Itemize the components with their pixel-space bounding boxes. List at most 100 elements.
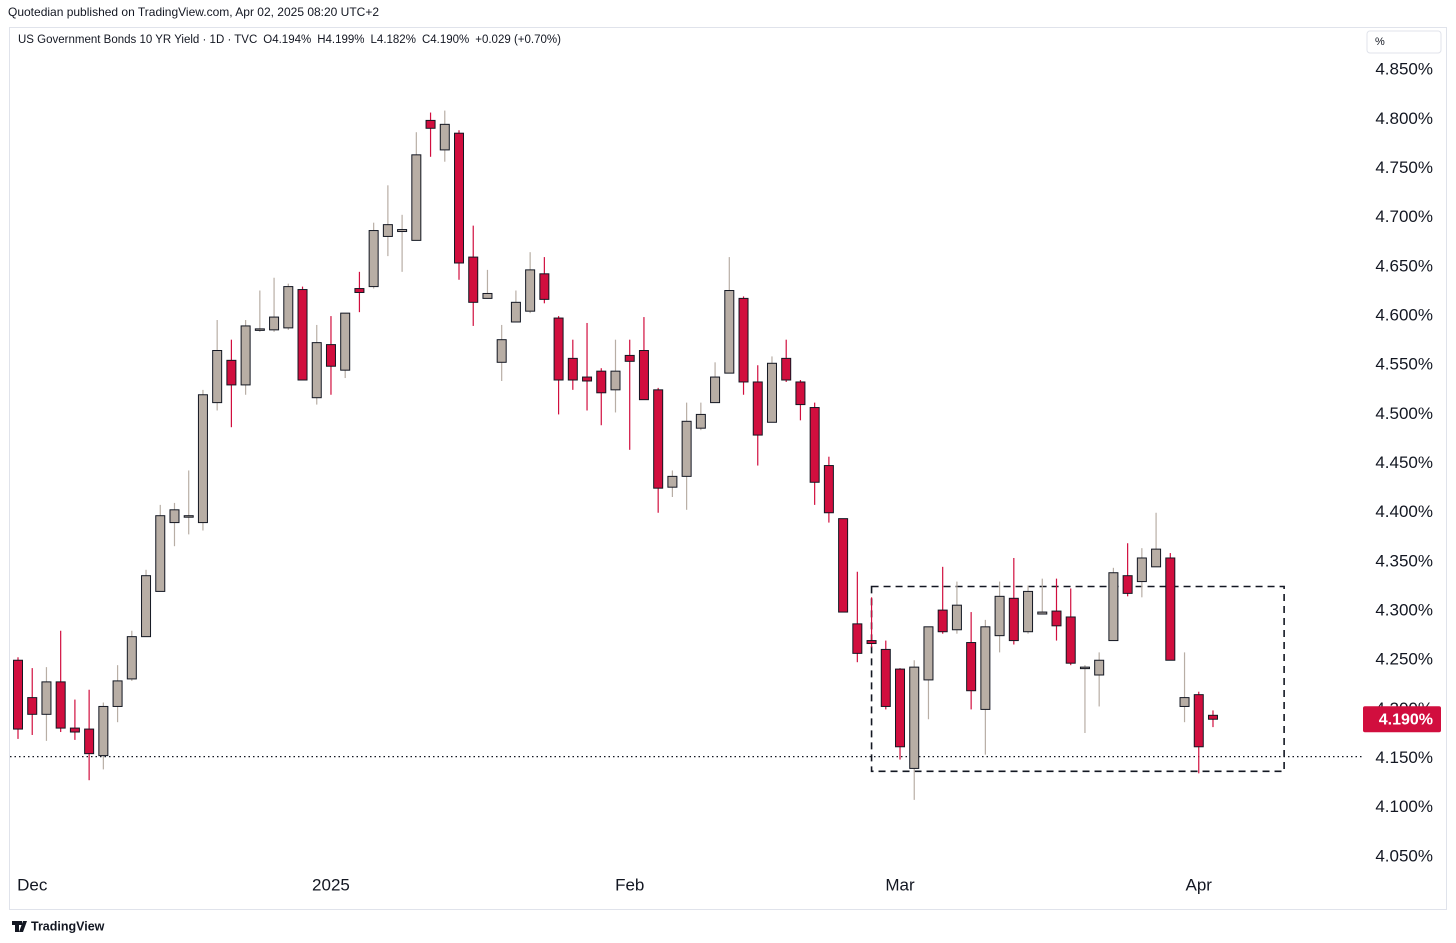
y-tick-label: 4.150% bbox=[1375, 748, 1433, 767]
candle-body bbox=[838, 518, 849, 613]
candle bbox=[1136, 548, 1147, 598]
candle bbox=[525, 252, 536, 314]
y-tick-label: 4.500% bbox=[1375, 404, 1433, 423]
candle-body bbox=[880, 648, 891, 707]
x-tick-label: Feb bbox=[615, 875, 644, 894]
candle-body bbox=[695, 413, 706, 429]
candle-body bbox=[340, 312, 351, 371]
candle bbox=[809, 402, 820, 505]
legend-value: H4.199% bbox=[317, 34, 364, 46]
y-tick-label: 4.250% bbox=[1375, 650, 1433, 669]
candle bbox=[1165, 553, 1176, 661]
y-tick-label: 4.550% bbox=[1375, 355, 1433, 374]
candle bbox=[27, 668, 38, 735]
candle-body bbox=[1023, 590, 1034, 633]
candle bbox=[382, 185, 393, 257]
candle-body bbox=[582, 376, 593, 382]
x-tick-label: 2025 bbox=[312, 875, 350, 894]
candle bbox=[1051, 578, 1062, 641]
candle-body bbox=[1094, 659, 1105, 676]
y-tick-label: 4.050% bbox=[1375, 846, 1433, 865]
candle-body bbox=[553, 317, 564, 381]
candle bbox=[752, 365, 763, 466]
y-tick-label: 4.600% bbox=[1375, 306, 1433, 325]
candle bbox=[766, 356, 777, 423]
candle-body bbox=[1051, 610, 1062, 627]
candle-body bbox=[325, 344, 336, 367]
candle bbox=[41, 667, 52, 741]
y-tick-label: 4.300% bbox=[1375, 601, 1433, 620]
candle-body bbox=[1008, 597, 1019, 642]
y-tick-label: 4.750% bbox=[1375, 158, 1433, 177]
y-tick-label: 4.700% bbox=[1375, 207, 1433, 226]
candle bbox=[724, 257, 735, 374]
candle bbox=[582, 322, 593, 411]
candle-body bbox=[781, 357, 792, 381]
candle-body bbox=[624, 354, 635, 362]
candle bbox=[1023, 585, 1034, 634]
candle bbox=[1108, 567, 1119, 642]
candle-body bbox=[937, 609, 948, 633]
candle bbox=[212, 320, 223, 411]
candle bbox=[169, 502, 180, 547]
range-box bbox=[870, 585, 1285, 773]
candle-body bbox=[667, 475, 678, 488]
currency-box[interactable] bbox=[1366, 30, 1442, 54]
candle bbox=[1207, 710, 1218, 728]
candle-body bbox=[994, 595, 1005, 637]
candle-body bbox=[240, 325, 251, 386]
candle bbox=[539, 257, 550, 304]
currency: % bbox=[1375, 36, 1385, 48]
candle bbox=[966, 612, 977, 710]
legend-value: +0.029 (+0.70%) bbox=[475, 34, 561, 46]
candle bbox=[951, 581, 962, 634]
candle-body bbox=[738, 297, 749, 383]
candle-body bbox=[724, 290, 735, 374]
candle-body bbox=[1179, 697, 1190, 707]
candle-body bbox=[55, 681, 66, 729]
chart-title: US Government Bonds 10 YR Yield · 1D · T… bbox=[18, 34, 257, 46]
candle bbox=[496, 324, 507, 381]
frame bbox=[9, 27, 1447, 910]
last-price-box bbox=[1363, 706, 1441, 733]
candle bbox=[866, 597, 877, 648]
y-tick-label: 4.800% bbox=[1375, 109, 1433, 128]
candle bbox=[240, 320, 251, 395]
candle bbox=[468, 225, 479, 326]
candle-body bbox=[69, 727, 80, 733]
footer-logo: TradingView bbox=[31, 919, 105, 933]
candle bbox=[1065, 588, 1076, 666]
legend-value: C4.190% bbox=[422, 34, 469, 46]
candle-body bbox=[852, 623, 863, 654]
candle bbox=[852, 571, 863, 663]
candle bbox=[909, 660, 920, 800]
candle bbox=[84, 689, 95, 781]
candle-body bbox=[397, 229, 408, 233]
y-tick-label: 4.400% bbox=[1375, 502, 1433, 521]
candle bbox=[567, 339, 578, 390]
candle-body bbox=[809, 407, 820, 483]
candle bbox=[1193, 691, 1204, 774]
candle-body bbox=[710, 376, 721, 404]
candle-body bbox=[525, 269, 536, 312]
candle-body bbox=[1122, 575, 1133, 594]
candle-body bbox=[909, 666, 920, 769]
candle bbox=[1008, 557, 1019, 645]
candle bbox=[1094, 652, 1105, 707]
candle-body bbox=[311, 342, 322, 399]
candle bbox=[397, 214, 408, 272]
candle bbox=[1179, 652, 1190, 723]
candle-body bbox=[13, 659, 23, 730]
candle bbox=[283, 283, 294, 330]
y-tick-label: 4.650% bbox=[1375, 256, 1433, 275]
last-price-label: 4.190% bbox=[1379, 711, 1433, 728]
candle bbox=[980, 619, 991, 755]
x-tick-label: Mar bbox=[885, 875, 915, 894]
candle-body bbox=[141, 575, 152, 638]
candle-body bbox=[183, 515, 194, 518]
candle bbox=[781, 339, 792, 382]
logo-icon bbox=[12, 921, 27, 932]
candle-body bbox=[155, 515, 166, 592]
candle-body bbox=[126, 636, 137, 680]
